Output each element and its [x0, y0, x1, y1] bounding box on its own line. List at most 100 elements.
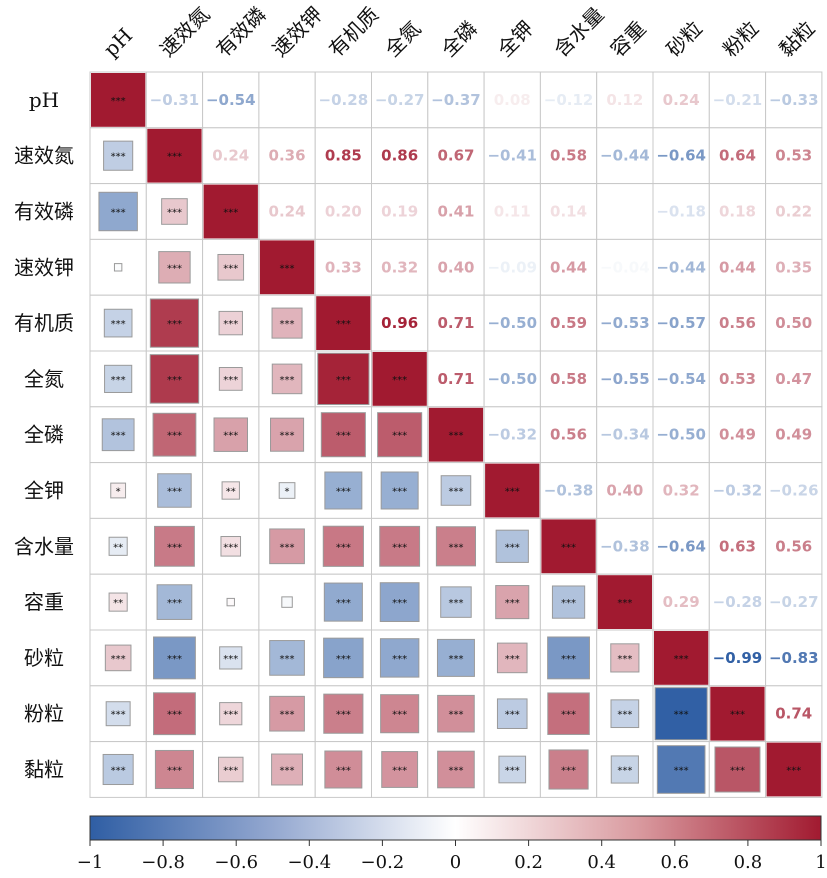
cell-2-5: [371, 183, 429, 240]
row-label: 有机质: [14, 311, 74, 335]
corr-square: [498, 755, 527, 784]
coef-label: 0.29: [663, 593, 700, 611]
coef-label: −0.27: [769, 593, 819, 611]
cell-2-9: [596, 183, 654, 240]
cell-10-11: [708, 629, 767, 687]
significance-stars: ***: [280, 375, 295, 386]
significance-stars: ***: [617, 654, 632, 665]
coef-label: 0.12: [606, 91, 643, 109]
coef-label: −0.33: [769, 91, 819, 109]
significance-stars: ***: [336, 319, 351, 330]
significance-stars: ***: [280, 319, 295, 330]
coef-label: −0.99: [713, 649, 763, 667]
significance-stars: ***: [280, 542, 295, 553]
significance-stars: ***: [617, 598, 632, 609]
coef-label: −0.57: [656, 314, 706, 332]
significance-stars: ***: [730, 766, 745, 777]
significance-stars: ***: [280, 654, 295, 665]
significance-stars: **: [113, 542, 123, 553]
diagonal-square: [766, 742, 821, 797]
corr-square: [437, 694, 475, 733]
coef-label: 0.44: [719, 258, 756, 276]
coef-label: 0.71: [437, 314, 474, 332]
significance-stars: ***: [448, 542, 463, 553]
diagonal-square: [428, 407, 484, 462]
significance-stars: ***: [392, 487, 407, 498]
significance-stars: ***: [505, 542, 520, 553]
cell-0-12: [765, 71, 823, 129]
row-label: 黏粒: [24, 758, 64, 782]
coef-label: 0.40: [606, 482, 643, 500]
diagonal-square: [485, 463, 540, 518]
cell-0-1: [145, 71, 204, 129]
significance-stars: ***: [280, 431, 295, 442]
colorbar-ticks: −1 −0.8 −0.6 −0.4 −0.2 0 0.2 0.4 0.6 0.8 1: [77, 840, 827, 873]
coef-label: 0.49: [719, 426, 756, 444]
significance-stars: ***: [111, 710, 126, 721]
corr-square: [495, 585, 530, 620]
significance-stars: ***: [111, 431, 126, 442]
significance-stars: ***: [561, 542, 576, 553]
column-label: 含水量: [549, 2, 608, 61]
coef-label: −0.54: [206, 91, 256, 109]
corr-square: [271, 753, 304, 786]
colorbar-tick-label: 0.4: [587, 852, 616, 873]
significance-stars: ***: [730, 710, 745, 721]
column-label: 砂粒: [662, 16, 707, 61]
significance-stars: ***: [505, 766, 520, 777]
cell-6-11: [708, 406, 767, 464]
significance-stars: ***: [111, 319, 126, 330]
corr-square: [380, 694, 420, 734]
significance-stars: ***: [223, 319, 238, 330]
corr-square: [217, 253, 245, 281]
significance-stars: ***: [392, 598, 407, 609]
coef-label: −0.50: [487, 314, 537, 332]
corr-square: [322, 525, 364, 567]
significance-stars: ***: [223, 654, 238, 665]
significance-stars: ***: [617, 766, 632, 777]
corr-square: [102, 753, 134, 786]
coef-label: 0.56: [719, 314, 756, 332]
corr-square: [551, 585, 586, 619]
coef-label: −0.38: [544, 482, 594, 500]
corr-square: [495, 529, 529, 563]
corr-square: [219, 702, 243, 726]
cell-0-9: [596, 71, 654, 129]
coef-label: 0.24: [269, 203, 306, 221]
coef-label: 0.58: [550, 147, 587, 165]
coef-label: 0.32: [381, 258, 418, 276]
corr-square: [324, 750, 363, 789]
significance-stars: ***: [111, 766, 126, 777]
significance-stars: ***: [336, 598, 351, 609]
coef-label: 0.59: [550, 314, 587, 332]
coef-label: 0.96: [381, 314, 418, 332]
corr-square: [154, 749, 194, 790]
coef-label: −0.12: [544, 91, 594, 109]
colorbar-tick-label: −1: [77, 852, 104, 873]
significance-stars: ***: [336, 375, 351, 386]
cell-1-4: [314, 127, 373, 185]
cell-10-12: [765, 629, 823, 687]
column-label: pH: [99, 23, 137, 61]
cell-2-3: [258, 183, 316, 240]
coef-label: 0.20: [325, 203, 362, 221]
corr-square: [101, 418, 135, 452]
corr-square: [161, 198, 188, 225]
cell-2-4: [314, 183, 373, 240]
corr-square: [221, 481, 240, 500]
significance-stars: ***: [336, 766, 351, 777]
diagonal-square: [316, 296, 371, 350]
significance-stars: ***: [280, 766, 295, 777]
significance-stars: ***: [674, 654, 689, 665]
colorbar-tick-label: −0.6: [214, 852, 258, 873]
colorbar-tick-label: −0.8: [141, 852, 185, 873]
significance-stars: ***: [336, 542, 351, 553]
corr-square: [323, 693, 364, 734]
corr-square: [108, 592, 128, 612]
colorbar-tick-label: 0.6: [660, 852, 689, 873]
corr-square: [149, 354, 200, 404]
colorbar-tick-label: 0.8: [734, 852, 763, 873]
coef-label: 0.33: [325, 258, 362, 276]
coef-label: −0.64: [656, 147, 706, 165]
corr-square: [105, 701, 131, 727]
